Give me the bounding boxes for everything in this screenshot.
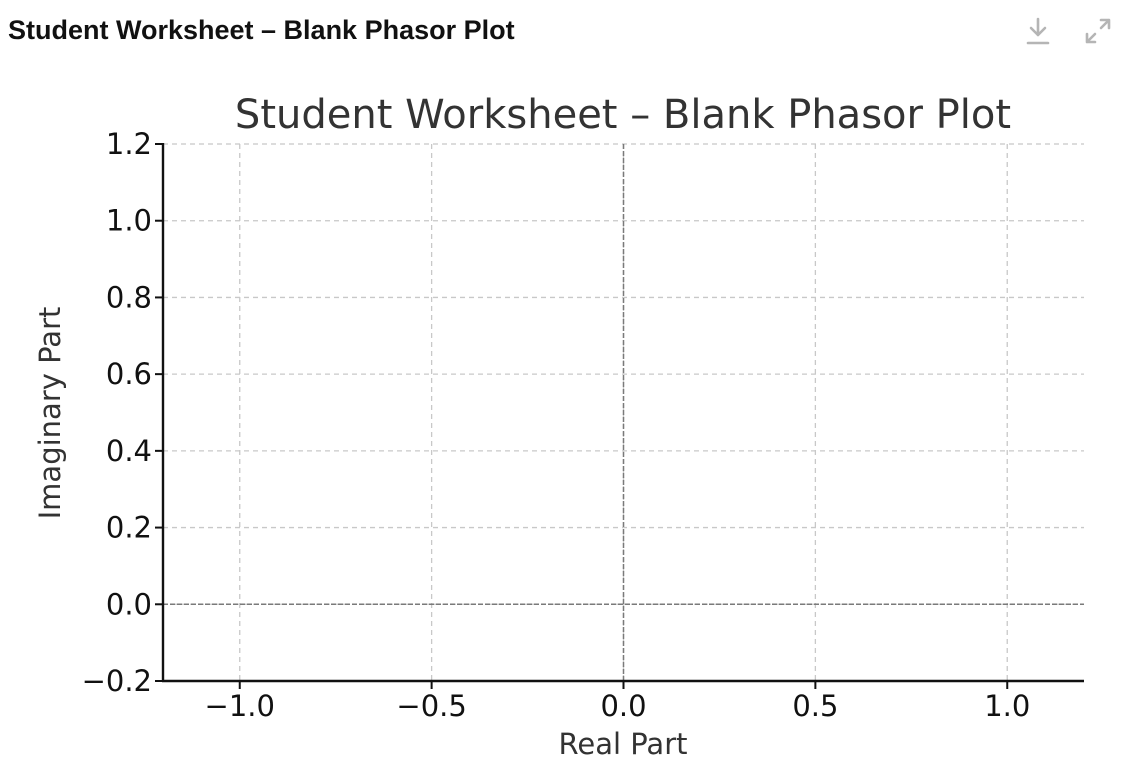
y-axis-label: Imaginary Part: [33, 307, 67, 520]
y-tick-label: 1.0: [106, 204, 152, 238]
y-tick-label: 0.0: [106, 587, 152, 621]
download-button[interactable]: [1021, 14, 1055, 48]
chart-container: Student Worksheet – Blank Phasor Plot −1…: [0, 64, 1122, 776]
y-tick-label: 0.8: [106, 280, 152, 314]
x-tick-label: −0.5: [396, 689, 466, 723]
chart-title: Student Worksheet – Blank Phasor Plot: [235, 92, 1011, 138]
page-title: Student Worksheet – Blank Phasor Plot: [8, 15, 515, 45]
y-tick-label: 0.4: [106, 434, 152, 468]
header: Student Worksheet – Blank Phasor Plot: [0, 0, 1122, 64]
x-axis-label: Real Part: [559, 727, 688, 761]
phasor-chart: Student Worksheet – Blank Phasor Plot −1…: [33, 92, 1084, 761]
x-axis-ticks: −1.0 −0.5 0.0 0.5 1.0: [205, 681, 1030, 723]
download-icon: [1026, 17, 1050, 45]
x-tick-label: 0.5: [792, 689, 838, 723]
expand-icon: [1085, 18, 1111, 44]
x-tick-label: 0.0: [600, 689, 646, 723]
x-tick-label: 1.0: [984, 689, 1030, 723]
y-tick-label: −0.2: [82, 664, 152, 698]
y-tick-label: 0.2: [106, 511, 152, 545]
y-tick-label: 0.6: [106, 357, 152, 391]
grid: [163, 143, 1084, 682]
x-tick-label: −1.0: [205, 689, 275, 723]
expand-button[interactable]: [1081, 14, 1115, 48]
reference-lines: [163, 144, 1084, 681]
y-axis-ticks: −0.2 0.0 0.2 0.4 0.6 0.8 1.0 1.2: [82, 127, 163, 698]
y-tick-label: 1.2: [106, 127, 152, 161]
